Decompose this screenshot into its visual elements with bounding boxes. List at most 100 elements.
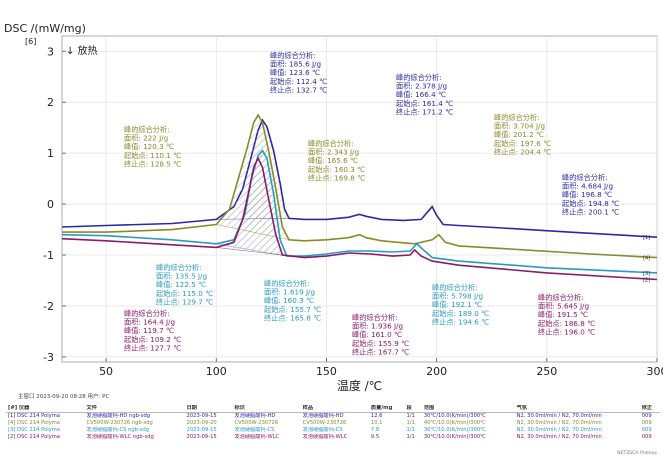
annotation-line: 终止点: 200.1 ℃ [562, 207, 619, 216]
annotation-line: 面积: 222 J/g [124, 134, 168, 143]
y-tick-label: 3 [47, 45, 54, 58]
annotation-line: 峰值: 123.6 ℃ [270, 68, 320, 77]
annotation-line: 起始点: 115.0 ℃ [156, 289, 213, 298]
legend-cell: 发泡硬脂酸钙-WLC ngb-sdg [86, 434, 154, 440]
legend-cell: 发泡硬脂酸钙-CS [302, 427, 343, 433]
annotation-line: 终止点: 132.7 ℃ [270, 85, 327, 94]
annotation-line: 峰值: 120.3 ℃ [124, 142, 174, 151]
legend-cell: 12.6 [370, 413, 383, 419]
annotation-line: 起始点: 197.6 ℃ [494, 139, 551, 148]
annotation-line: 终止点: 128.5 ℃ [124, 159, 181, 168]
annotation-line: 峰值: 196.8 ℃ [562, 190, 612, 199]
legend-header-instrument: [#] 仪器 [6, 405, 85, 413]
annotation-title: 峰的综合分析: [264, 279, 310, 288]
annotation-line: 面积: 135.5 J/g [156, 272, 207, 281]
exo-direction-label: ↓ 放热 [66, 44, 98, 57]
annotation-line: 终止点: 127.7 ℃ [124, 343, 181, 352]
annotation-line: 起始点: 155.9 ℃ [352, 339, 409, 348]
annotation-line: 面积: 2.343 J/g [308, 148, 359, 157]
annotation-title: 峰的综合分析: [124, 125, 170, 134]
x-tick-label: 250 [536, 365, 557, 378]
legend-cell: [4] DSC 214 Polyma [8, 420, 60, 426]
annotation-line: 面积: 5.645 J/g [538, 302, 589, 311]
legend-cell: 40℃/10.0(K/min)/300℃ [423, 420, 487, 426]
annotation-title: 峰的综合分析: [156, 263, 202, 272]
annotation-line: 面积: 164.4 J/g [124, 318, 175, 327]
created-note: 主窗口 2023-09-20 08:28 用户: PC [18, 394, 110, 400]
x-tick-label: 100 [206, 365, 227, 378]
annotation-line: 终止点: 169.8 ℃ [308, 173, 365, 182]
series-end-label-3: [3] [643, 271, 650, 277]
legend-cell: 发泡硬脂酸钙-CS [234, 427, 275, 433]
legend-cell: 30℃/10.0(K/min)/300℃ [423, 413, 487, 419]
y-tick-label: 0 [47, 198, 54, 211]
annotation-line: 起始点: 112.4 ℃ [270, 77, 327, 86]
annotation-line: 面积: 185.6 J/g [270, 60, 321, 69]
annotation-title: 峰的综合分析: [124, 309, 170, 318]
peak-area-series-4 [216, 158, 283, 255]
legend-table: [#] 仪器 文件 日期 标识 样品 质量/mg 段 范围 气氛 修正 [1] … [6, 405, 660, 441]
legend-header-range: 范围 [421, 405, 515, 413]
annotation-line: 终止点: 196.0 ℃ [538, 327, 595, 336]
series-end-label-2: [4] [643, 256, 650, 262]
legend-cell: [1] DSC 214 Polyma [8, 413, 60, 419]
peak-baseline-series-4 [216, 247, 283, 256]
annotation-line: 峰值: 165.6 ℃ [308, 156, 358, 165]
annotation-title: 峰的综合分析: [562, 173, 608, 182]
annotation-title: 峰的综合分析: [352, 313, 398, 322]
annotation-line: 起始点: 160.3 ℃ [308, 165, 365, 174]
annotation-line: 面积: 4.684 J/g [562, 182, 613, 191]
y-tick-label: -2 [43, 300, 54, 313]
legend-cell: 发泡硬脂酸钙-HD [234, 413, 276, 419]
legend-cell: 2023-09-15 [186, 434, 217, 440]
legend-cell: 009 [641, 413, 652, 419]
legend-cell: 10.1 [370, 420, 383, 426]
legend-cell: 发泡硬脂酸钙-WLC [302, 434, 348, 440]
plot-area [61, 35, 658, 363]
annotation-line: 面积: 1.619 J/g [264, 288, 315, 297]
legend-cell: 发泡硬脂酸钙-HD ngb-sdg [86, 413, 151, 419]
legend-cell: 009 [641, 427, 652, 433]
legend-cell: 009 [641, 420, 652, 426]
legend-header-atmosphere: 气氛 [514, 405, 640, 413]
y-tick-label: 2 [47, 96, 54, 109]
legend-header-date: 日期 [184, 405, 233, 413]
legend-header-id: 标识 [232, 405, 301, 413]
legend-cell: 7.8 [370, 427, 380, 433]
series-line-2 [62, 113, 658, 259]
legend-cell: 发泡硬脂酸钙-HD [302, 413, 344, 419]
annotation-line: 峰值: 166.4 ℃ [396, 90, 446, 99]
y-axis-label: DSC /(mW/mg) [4, 22, 86, 35]
legend-header-row: [#] 仪器 文件 日期 标识 样品 质量/mg 段 范围 气氛 修正 [6, 405, 660, 413]
legend-cell: N2, 30.0ml/min / N2, 70.0ml/min [516, 427, 602, 433]
x-tick-label: 50 [99, 365, 113, 378]
legend-header-mass: 质量/mg [368, 405, 405, 413]
annotation-title: 峰的综合分析: [308, 139, 354, 148]
legend-cell: 2023-09-15 [186, 427, 217, 433]
x-tick-label: 150 [316, 365, 337, 378]
x-axis-label: 温度 /℃ [337, 378, 382, 393]
annotation-line: 终止点: 194.6 ℃ [432, 317, 489, 326]
annotation-line: 峰值: 161.0 ℃ [352, 330, 402, 339]
series-line-4 [61, 156, 658, 281]
annotation-line: 终止点: 171.2 ℃ [396, 107, 453, 116]
legend-cell: 30℃/10.0(K/min)/300℃ [423, 427, 487, 433]
annotation-line: 峰值: 192.1 ℃ [432, 300, 482, 309]
legend-cell: 9.5 [370, 434, 380, 440]
annotation-title: 峰的综合分析: [270, 51, 316, 60]
annotation-line: 峰值: 191.5 ℃ [538, 310, 588, 319]
y-tick-label: 1 [47, 147, 54, 160]
legend-cell: 009 [641, 434, 652, 440]
annotation-line: 峰值: 201.2 ℃ [494, 130, 544, 139]
annotation-line: 峰值: 160.3 ℃ [264, 296, 314, 305]
annotation-line: 起始点: 194.8 ℃ [562, 199, 619, 208]
legend-cell: CV500W-230726 [302, 420, 347, 426]
annotation-title: 峰的综合分析: [538, 293, 584, 302]
legend-row: [4] DSC 214 Polyma CV500W-230726 ngb-sdg 2… [6, 420, 660, 427]
x-tick-label: 200 [426, 365, 447, 378]
annotation-line: 面积: 2.378 J/g [396, 82, 447, 91]
legend-row: [2] DSC 214 Polyma 发泡硬脂酸钙-WLC ngb-sdg 2023… [6, 434, 660, 441]
y-tick-label: -3 [43, 351, 54, 364]
